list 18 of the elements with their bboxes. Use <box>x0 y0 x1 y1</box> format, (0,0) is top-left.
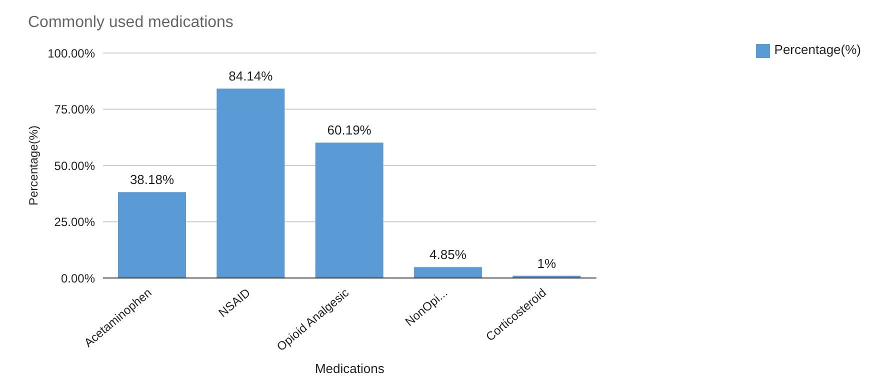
y-tick-label: 75.00% <box>54 102 96 117</box>
data-label: 1% <box>537 256 556 271</box>
y-axis-title: Percentage(%) <box>26 125 40 206</box>
x-axis-title: Medications <box>314 361 385 376</box>
bar <box>216 88 285 278</box>
data-label: 38.18% <box>130 172 174 188</box>
bar <box>315 142 384 278</box>
data-label: 84.14% <box>228 68 274 84</box>
chart-title: Commonly used medications <box>28 14 234 32</box>
y-tick-label: 25.00% <box>54 215 96 230</box>
y-tick-label: 100.00% <box>48 46 96 60</box>
y-tick-label: 0.00% <box>60 271 96 286</box>
data-label: 60.19% <box>327 122 372 138</box>
y-tick-label: 50.00% <box>54 158 96 173</box>
data-label: 4.85% <box>430 247 467 262</box>
bar <box>414 267 482 278</box>
bar <box>118 192 186 278</box>
legend-label: Percentage(%) <box>774 42 861 57</box>
